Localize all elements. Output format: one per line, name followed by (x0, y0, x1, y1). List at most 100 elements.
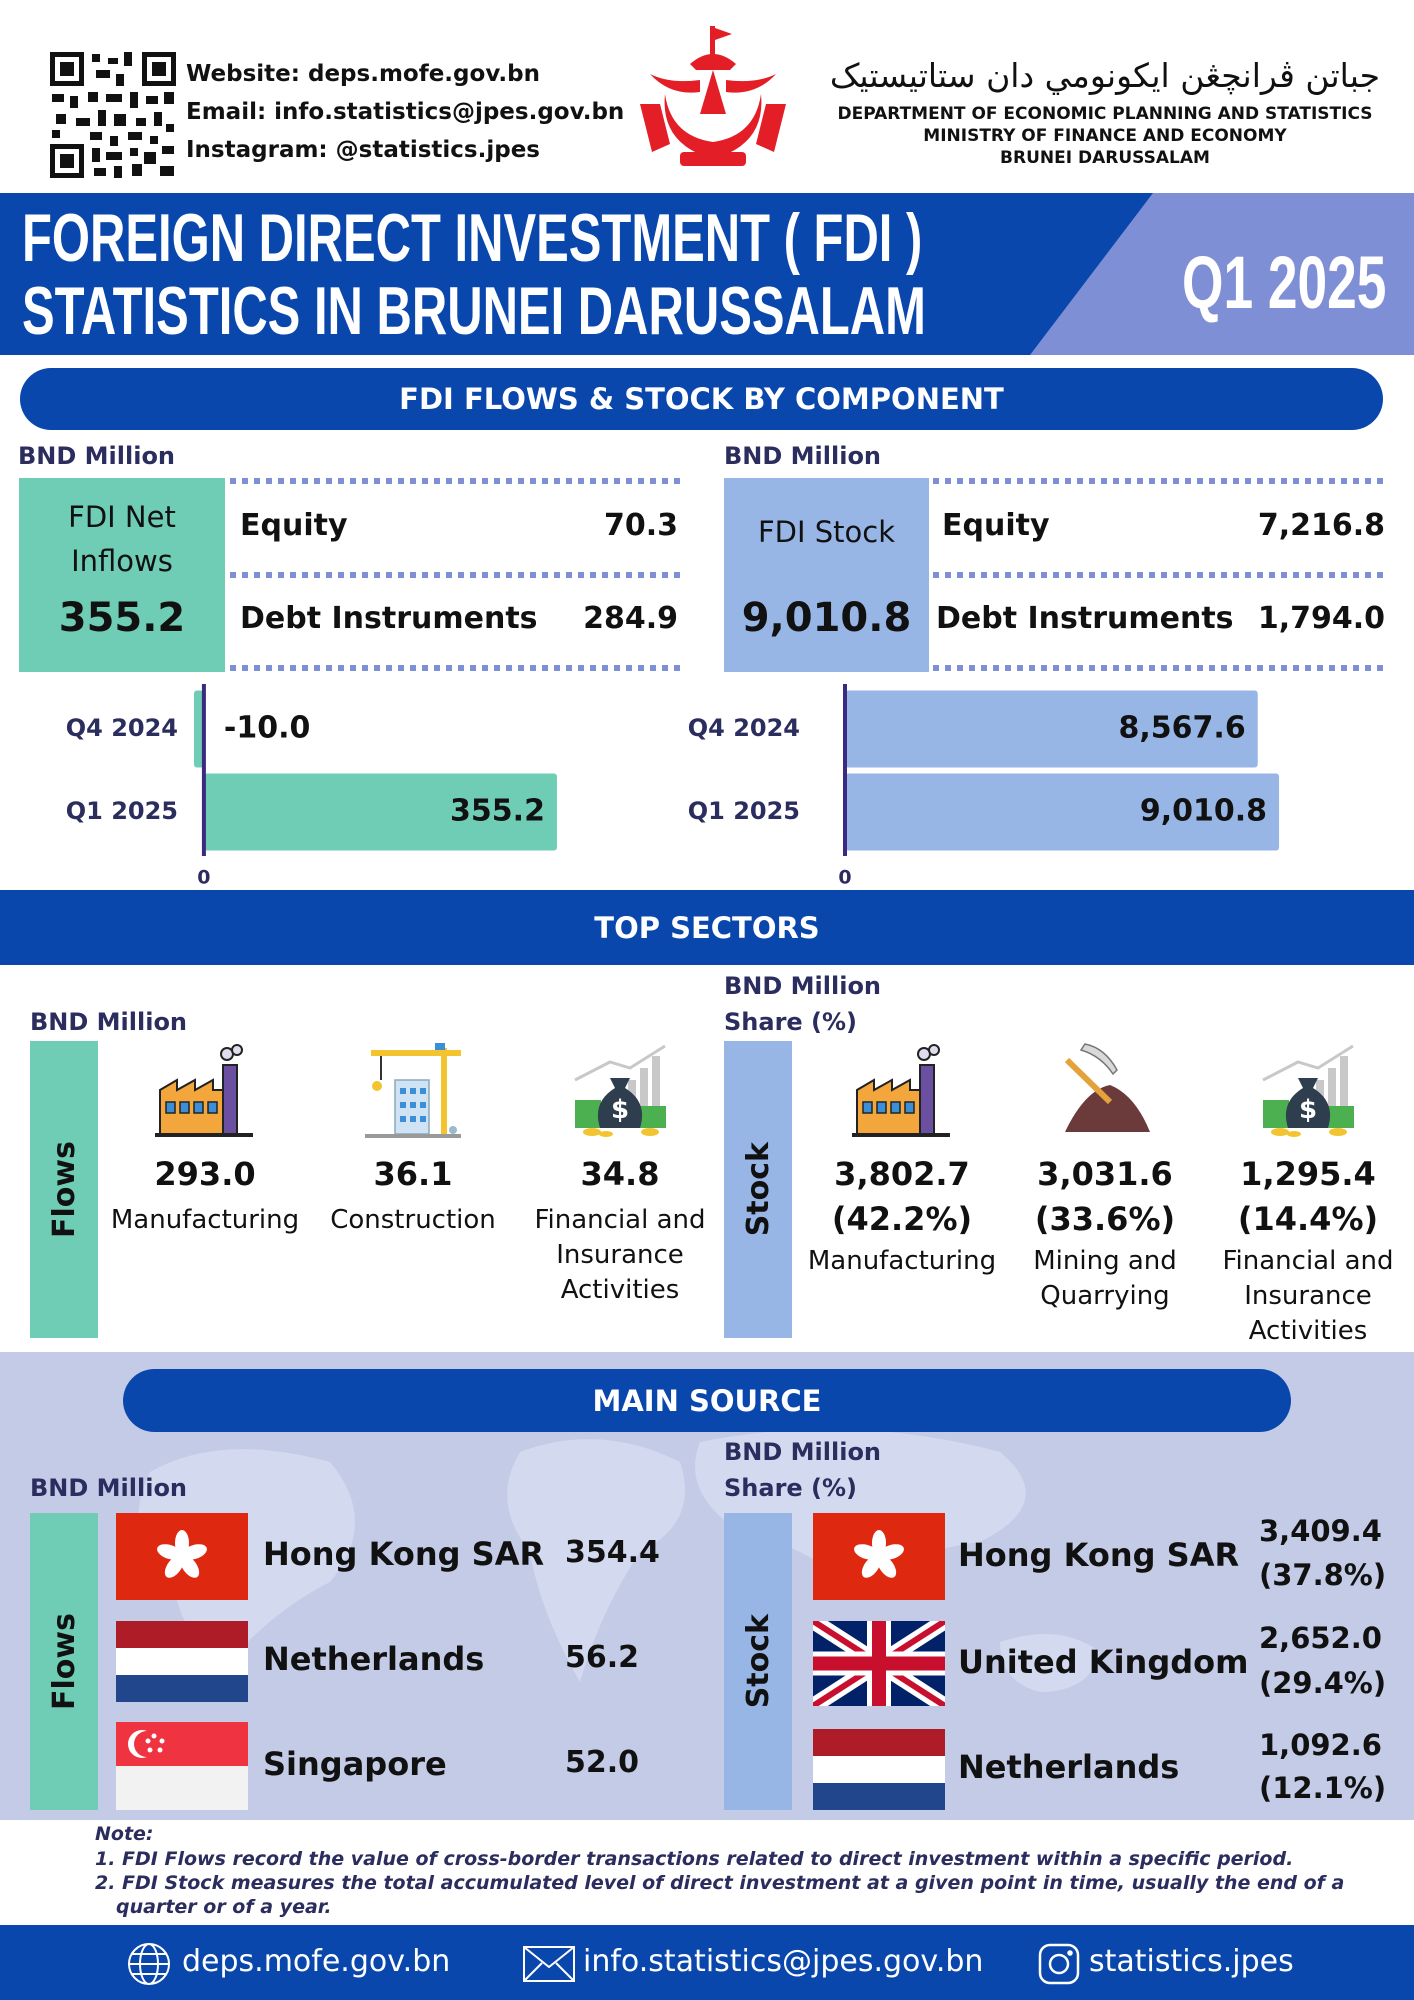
emblem (640, 26, 786, 166)
sector-value: 3,031.6 (1037, 1155, 1173, 1193)
note-title: Note: (95, 1823, 154, 1845)
country-name: Netherlands (958, 1748, 1180, 1786)
banner-title-line: FOREIGN DIRECT INVESTMENT ( FDI ) (22, 200, 923, 276)
icon-manufacturing (852, 1040, 952, 1140)
row-value: 1,794.0 (1257, 601, 1385, 636)
note-line: 2. FDI Stock measures the total accumula… (95, 1872, 1345, 1918)
side-bar: Stock (724, 1513, 792, 1810)
banner (0, 193, 1414, 355)
country-name: Hong Kong SAR (958, 1536, 1240, 1574)
dept-line: MINISTRY OF FINANCE AND ECONOMY (923, 126, 1287, 146)
icon-financial (570, 1040, 670, 1140)
category-label: Q4 2024 (66, 714, 178, 742)
country-share: (29.4%) (1259, 1666, 1387, 1700)
sector-value: 34.8 (580, 1155, 660, 1193)
row-label: Debt Instruments (240, 601, 538, 636)
country-value: 56.2 (565, 1640, 640, 1675)
country-value: 3,409.4 (1259, 1514, 1382, 1548)
sector-share: (33.6%) (1034, 1200, 1176, 1238)
unit-label: BND Million (30, 1474, 188, 1502)
bar (845, 690, 1258, 768)
flows-total: 355.2 (58, 595, 186, 641)
footer (0, 1925, 1414, 2000)
sector-label: Financial and Insurance Activities (1222, 1246, 1394, 1346)
country-name: Singapore (263, 1745, 447, 1783)
icon-globe (128, 1943, 170, 1985)
footer-instagram: statistics.jpes (1089, 1944, 1294, 1979)
bar-charts: Q4 2024 -10.0 Q1 2025 355.2 0 Q4 2024 8,567.6 Q… (66, 684, 1280, 889)
sector-label: Construction (330, 1205, 496, 1235)
country-share: (12.1%) (1259, 1771, 1387, 1805)
icon-mining (1055, 1040, 1155, 1140)
country-name: Hong Kong SAR (263, 1535, 545, 1573)
unit-label: BND Million (30, 1008, 188, 1036)
icon-manufacturing (155, 1040, 255, 1140)
banner-title-line: STATISTICS IN BRUNEI DARUSSALAM (22, 273, 926, 349)
bar (845, 773, 1280, 851)
country-name: United Kingdom (958, 1643, 1249, 1681)
bar (203, 773, 557, 851)
banner-period-text: Q1 2025 (1182, 241, 1387, 324)
unit-label: BND Million (724, 442, 882, 470)
row-value: 70.3 (603, 508, 678, 543)
bar-value-label: 9,010.8 (1140, 794, 1267, 829)
row-label: Debt Instruments (936, 601, 1234, 636)
flows-total-box (19, 478, 225, 672)
sector-share: (14.4%) (1237, 1200, 1379, 1238)
unit-label: Share (%) (724, 1008, 858, 1036)
country-share: (37.8%) (1259, 1558, 1387, 1592)
row-value: 284.9 (583, 601, 678, 636)
sector-value: 293.0 (154, 1155, 256, 1193)
row-label: Equity (240, 508, 348, 543)
stock-total-label: FDI Stock (757, 515, 896, 549)
sector-value: 3,802.7 (834, 1155, 970, 1193)
footer-email: info.statistics@jpes.gov.bn (583, 1944, 984, 1979)
x-tick-label: 0 (838, 867, 851, 889)
icon-instagram (1038, 1943, 1080, 1985)
unit-label: BND Million (724, 972, 882, 1000)
row-label: Equity (942, 508, 1050, 543)
country-value: 1,092.6 (1259, 1728, 1382, 1762)
banner-title: FOREIGN DIRECT INVESTMENT ( FDI ) STATIS… (22, 202, 1277, 348)
note-line: 1. FDI Flows record the value of cross-b… (95, 1848, 1294, 1870)
header-website: Website: deps.mofe.gov.bn (186, 61, 541, 87)
country-value: 52.0 (565, 1745, 640, 1780)
section-heading: MAIN SOURCE (123, 1369, 1291, 1432)
stock-total: 9,010.8 (741, 595, 912, 641)
sector-label: Mining and Quarrying (1033, 1246, 1177, 1311)
bar-value-label: 8,567.6 (1119, 711, 1246, 746)
bar (193, 690, 204, 768)
category-label: Q1 2025 (66, 797, 178, 825)
side-label: Stock (740, 1614, 776, 1709)
dept-line: BRUNEI DARUSSALAM (1000, 148, 1210, 168)
icon-construction (363, 1040, 463, 1140)
dept-line: DEPARTMENT OF ECONOMIC PLANNING AND STAT… (837, 104, 1373, 124)
header-email: Email: info.statistics@jpes.gov.bn (186, 99, 625, 125)
dept-jawi: جباتن ڤرانچڠن ايکونومي دان ستاتيستيک (829, 56, 1381, 95)
section-heading: FDI FLOWS & STOCK BY COMPONENT (20, 368, 1383, 430)
x-tick-label: 0 (197, 867, 210, 889)
sector-label: Financial and Insurance Activities (534, 1205, 706, 1305)
stock-total-box (724, 478, 929, 672)
flag-singapore (116, 1722, 248, 1810)
bar-value-label: -10.0 (224, 711, 310, 746)
category-label: Q1 2025 (688, 797, 800, 825)
icon-financial (1258, 1040, 1358, 1140)
sector-label: Manufacturing (807, 1246, 997, 1276)
side-bar: Stock (724, 1041, 792, 1338)
sector-value: 1,295.4 (1240, 1155, 1376, 1193)
unit-label: BND Million (724, 1438, 882, 1466)
icon-envelope (523, 1946, 575, 1982)
bar-value-label: 355.2 (450, 794, 545, 829)
section-heading: TOP SECTORS (0, 890, 1414, 965)
side-label: Stock (740, 1142, 776, 1237)
flag-netherlands (813, 1729, 945, 1810)
row-value: 7,216.8 (1257, 508, 1385, 543)
side-bar: Flows (30, 1513, 98, 1810)
banner-period: Q1 2025 (1182, 240, 1414, 326)
country-value: 2,652.0 (1259, 1621, 1382, 1655)
flag-hong-kong (116, 1513, 248, 1600)
flows-total-label: FDI Net Inflows (68, 500, 176, 578)
flag-united-kingdom (813, 1621, 945, 1706)
